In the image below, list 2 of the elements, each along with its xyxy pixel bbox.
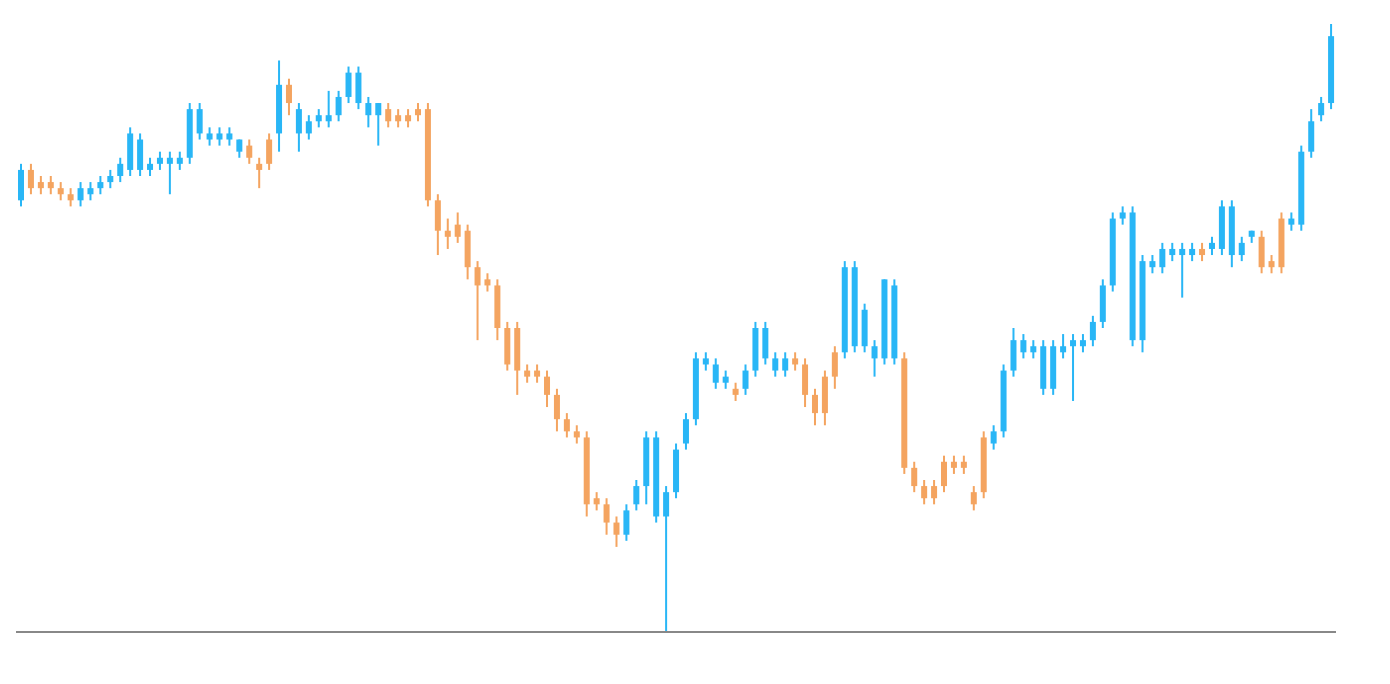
candlestick (1179, 242, 1186, 298)
candlestick (1070, 334, 1077, 401)
